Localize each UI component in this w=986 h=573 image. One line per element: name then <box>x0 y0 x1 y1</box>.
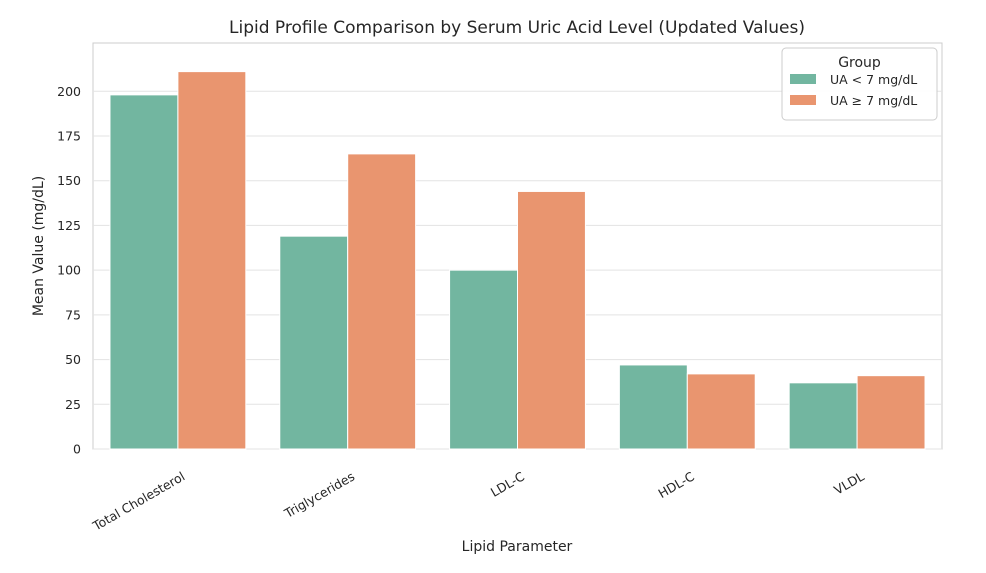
x-tick-label: Total Cholesterol <box>89 469 187 534</box>
bar-ua-above-7 <box>517 190 586 450</box>
y-tick-label: 75 <box>65 307 81 322</box>
y-tick-label: 125 <box>57 218 81 233</box>
bar-ua-above-7 <box>347 153 417 450</box>
bar-ua-below-7 <box>279 235 349 450</box>
y-tick-label: 200 <box>57 84 81 99</box>
x-tick-label: HDL-C <box>656 468 698 501</box>
bar-ua-below-7 <box>449 269 518 450</box>
y-tick-label: 25 <box>65 397 81 412</box>
bar-ua-below-7 <box>109 94 179 450</box>
legend-swatch <box>790 74 816 84</box>
x-tick-label: Triglycerides <box>281 469 357 522</box>
x-axis-label: Lipid Parameter <box>462 539 573 555</box>
legend-title: Group <box>838 55 881 71</box>
bars <box>109 71 926 450</box>
legend-box <box>781 47 938 121</box>
y-axis-ticks: 0 25 50 75 100 125 150 175 200 <box>57 84 81 457</box>
legend: Group UA < 7 mg/dL UA ≥ 7 mg/dL <box>781 47 938 121</box>
bar-ua-above-7 <box>177 71 247 450</box>
y-tick-label: 100 <box>57 263 81 278</box>
y-tick-label: 50 <box>65 352 81 367</box>
y-axis-label: Mean Value (mg/dL) <box>31 176 47 316</box>
bar-ua-above-7 <box>856 375 926 450</box>
y-tick-label: 150 <box>57 173 81 188</box>
legend-entry-label: UA ≥ 7 mg/dL <box>830 93 917 108</box>
bar-ua-below-7 <box>618 364 688 450</box>
legend-swatch <box>790 95 816 105</box>
bar-ua-below-7 <box>788 382 858 450</box>
x-tick-label: VLDL <box>831 469 866 498</box>
legend-entry-label: UA < 7 mg/dL <box>830 72 917 87</box>
x-axis-ticks: Total Cholesterol Triglycerides LDL-C HDL-C… <box>89 468 866 533</box>
y-tick-label: 0 <box>73 442 81 457</box>
bar-ua-above-7 <box>686 373 756 450</box>
y-tick-label: 175 <box>57 129 81 144</box>
chart-title: Lipid Profile Comparison by Serum Uric A… <box>229 18 805 38</box>
x-tick-label: LDL-C <box>488 468 527 499</box>
